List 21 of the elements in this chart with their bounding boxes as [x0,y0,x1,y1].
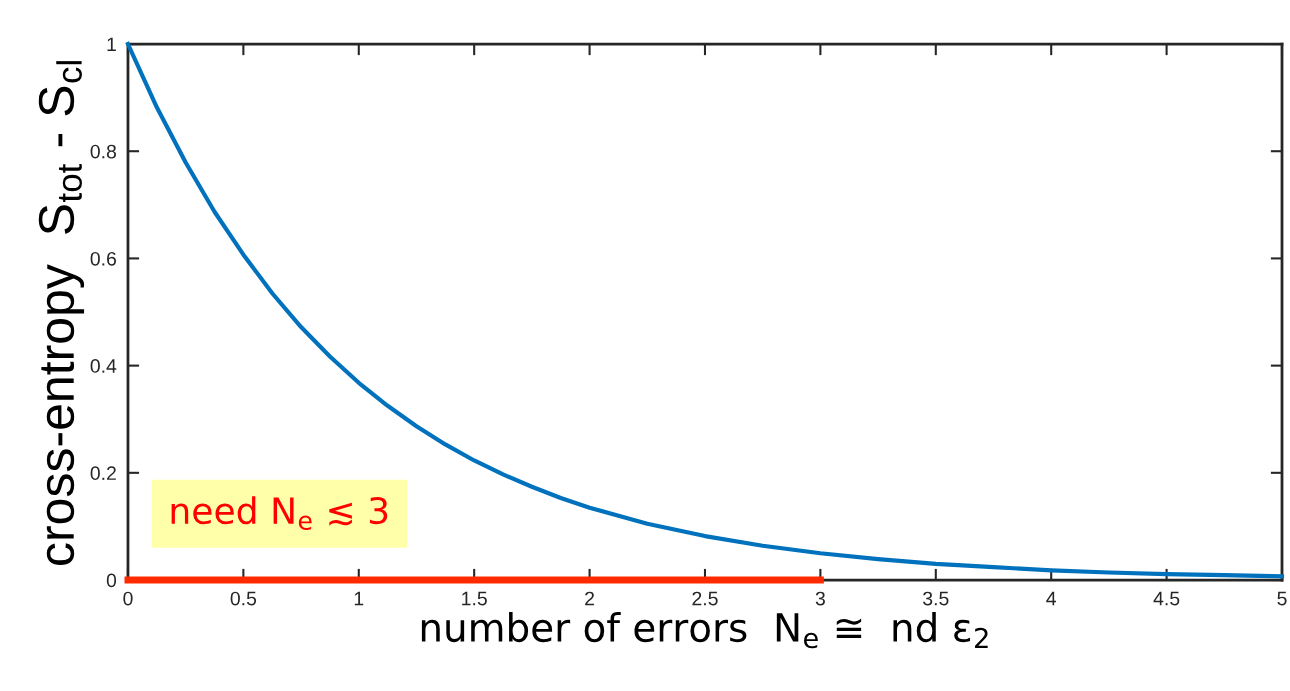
x-tick-label: 1 [354,591,364,606]
y-axis-title: cross-entropy S$_{tot}$ - S$_{cl}$ [38,61,85,565]
y-tick-label: 1 [107,37,116,52]
x-tick-label: 3 [815,591,825,606]
x-tick-label: 0 [123,591,133,606]
y-tick-label: 0.4 [90,359,117,373]
x-tick-label: 0.5 [230,591,257,606]
x-tick-label: 2 [585,591,595,606]
y-tick-label: 0.6 [90,251,116,266]
x-tick-label: 4 [1046,591,1057,606]
x-tick-label: 3.5 [923,591,949,606]
y-tick-label: 0.8 [90,144,117,159]
y-tick-label: 0 [106,573,117,588]
annotation: need N$_{e}$ ≲ 3 [171,496,388,531]
x-axis-title: number of errors N$_{e}$ ≅ nd ε$_{2}$ [421,612,988,649]
x-tick-label: 2.5 [692,591,718,606]
line-series [125,41,1285,579]
x-tick-label: 5 [1277,591,1287,606]
x-tick-label: 4.5 [1153,591,1180,606]
y-tick-label: 0.2 [90,466,116,481]
x-tick-label: 1.5 [462,591,487,606]
